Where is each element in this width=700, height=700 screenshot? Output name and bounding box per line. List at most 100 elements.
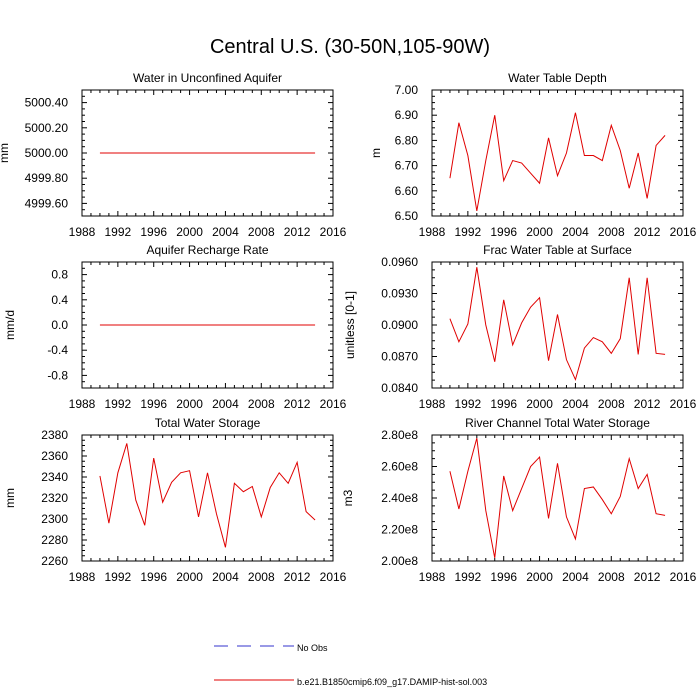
- y-tick-label: 2.00e8: [381, 554, 418, 568]
- y-tick-label: 2.40e8: [381, 491, 418, 505]
- y-tick-label: 0.0960: [381, 255, 418, 269]
- x-tick-label: 2004: [212, 225, 239, 239]
- y-tick-label: 4999.80: [25, 171, 69, 185]
- x-tick-label: 2016: [320, 397, 347, 411]
- legend-swatch-model: [214, 679, 294, 681]
- chart-panel-3: Aquifer Recharge Rate 1988 1992 1996 2000 200…: [3, 243, 347, 411]
- x-tick-label: 2004: [562, 225, 589, 239]
- x-tick-label: 1988: [69, 397, 96, 411]
- y-tick-label: 2360: [41, 449, 68, 463]
- x-tick-label: 2016: [670, 225, 697, 239]
- x-tick-label: 2012: [284, 397, 311, 411]
- x-tick-label: 2008: [248, 397, 275, 411]
- x-tick-label: 1988: [419, 225, 446, 239]
- x-tick-label: 2016: [670, 570, 697, 584]
- series-line: [99, 443, 316, 548]
- y-tick-label: 5000.40: [25, 96, 69, 110]
- x-tick-label: 2008: [598, 397, 625, 411]
- y-axis-label: mm/d: [3, 310, 17, 340]
- y-tick-label: 2280: [41, 533, 68, 547]
- y-tick-label: 2.80e8: [381, 428, 418, 442]
- y-tick-label: 6.60: [395, 184, 419, 198]
- chart-panel-6: River Channel Total Water Storage 1988 199…: [341, 416, 697, 584]
- panel-title: Water Table Depth: [508, 71, 607, 85]
- y-tick-label: 2.60e8: [381, 460, 418, 474]
- legend-swatch-no-obs: [214, 645, 294, 647]
- y-tick-label: 0.0: [51, 318, 68, 332]
- y-tick-label: 5000.00: [25, 146, 69, 160]
- x-tick-label: 2012: [284, 225, 311, 239]
- x-tick-label: 2000: [526, 397, 553, 411]
- x-tick-label: 1988: [419, 570, 446, 584]
- figure-title: Central U.S. (30-50N,105-90W): [209, 36, 491, 58]
- y-tick-label: 6.50: [395, 209, 419, 223]
- y-tick-label: 2260: [41, 554, 68, 568]
- x-tick-label: 2012: [284, 570, 311, 584]
- x-tick-label: 2012: [634, 570, 661, 584]
- x-tick-label: 1996: [490, 570, 517, 584]
- x-tick-label: 2008: [248, 570, 275, 584]
- x-tick-label: 2008: [248, 225, 275, 239]
- plot-frame: [81, 434, 334, 562]
- y-axis-label: m: [369, 148, 383, 158]
- legend-label-model: b.e21.B1850cmip6.f09_g17.DAMIP-hist-sol.…: [297, 677, 488, 687]
- chart-panel-1: Water in Unconfined Aquifer 1988 1992 1996 2…: [0, 71, 347, 239]
- series-line: [449, 112, 666, 212]
- x-tick-label: 1996: [140, 225, 167, 239]
- chart-panel-2: Water Table Depth 1988 1992 1996 2000 2004 200…: [369, 71, 697, 239]
- y-axis-label: mm: [0, 143, 11, 163]
- y-tick-label: 0.0870: [381, 350, 418, 364]
- panel-title: Frac Water Table at Surface: [483, 243, 632, 257]
- x-tick-label: 1992: [455, 397, 482, 411]
- x-tick-label: 2000: [526, 225, 553, 239]
- x-tick-label: 1992: [455, 225, 482, 239]
- x-tick-label: 2016: [670, 397, 697, 411]
- x-tick-label: 1992: [105, 397, 132, 411]
- x-tick-label: 2016: [320, 570, 347, 584]
- y-tick-label: 2300: [41, 512, 68, 526]
- y-tick-label: 2380: [41, 428, 68, 442]
- x-tick-label: 1988: [419, 397, 446, 411]
- x-tick-label: 1996: [140, 570, 167, 584]
- x-tick-label: 2008: [598, 225, 625, 239]
- series-line: [449, 438, 666, 558]
- x-tick-label: 2004: [562, 570, 589, 584]
- x-tick-label: 2012: [634, 397, 661, 411]
- plot-frame: [431, 434, 684, 562]
- y-tick-label: -0.4: [47, 343, 68, 357]
- y-tick-label: 7.00: [395, 83, 419, 97]
- y-tick-label: 5000.20: [25, 121, 69, 135]
- x-tick-label: 2000: [176, 397, 203, 411]
- y-tick-label: 2320: [41, 491, 68, 505]
- x-tick-label: 1988: [69, 570, 96, 584]
- panel-title: Aquifer Recharge Rate: [146, 243, 268, 257]
- y-tick-label: 6.90: [395, 108, 419, 122]
- x-tick-label: 2016: [320, 225, 347, 239]
- y-axis-label: unitless [0-1]: [343, 291, 357, 359]
- y-tick-label: 2340: [41, 470, 68, 484]
- x-tick-label: 1992: [455, 570, 482, 584]
- y-tick-label: 6.80: [395, 133, 419, 147]
- y-tick-label: 0.0900: [381, 318, 418, 332]
- x-tick-label: 2004: [212, 397, 239, 411]
- x-tick-label: 1996: [490, 397, 517, 411]
- x-tick-label: 2000: [176, 225, 203, 239]
- y-tick-label: 0.0840: [381, 381, 418, 395]
- x-tick-label: 2012: [634, 225, 661, 239]
- y-tick-label: 0.8: [51, 268, 68, 282]
- x-tick-label: 2000: [176, 570, 203, 584]
- y-tick-label: 2.20e8: [381, 523, 418, 537]
- y-tick-label: 4999.60: [25, 196, 69, 210]
- y-axis-label: mm: [3, 488, 17, 508]
- y-tick-label: 6.70: [395, 159, 419, 173]
- panel-title: Water in Unconfined Aquifer: [133, 71, 282, 85]
- x-tick-label: 1988: [69, 225, 96, 239]
- y-tick-label: 0.4: [51, 293, 68, 307]
- panel-title: Total Water Storage: [155, 416, 261, 430]
- x-tick-label: 1996: [140, 397, 167, 411]
- x-tick-label: 2004: [562, 397, 589, 411]
- x-tick-label: 1992: [105, 570, 132, 584]
- legend-label-no-obs: No Obs: [297, 643, 328, 653]
- chart-panel-5: Total Water Storage 1988 1992 1996 2000 2004 2…: [3, 416, 347, 584]
